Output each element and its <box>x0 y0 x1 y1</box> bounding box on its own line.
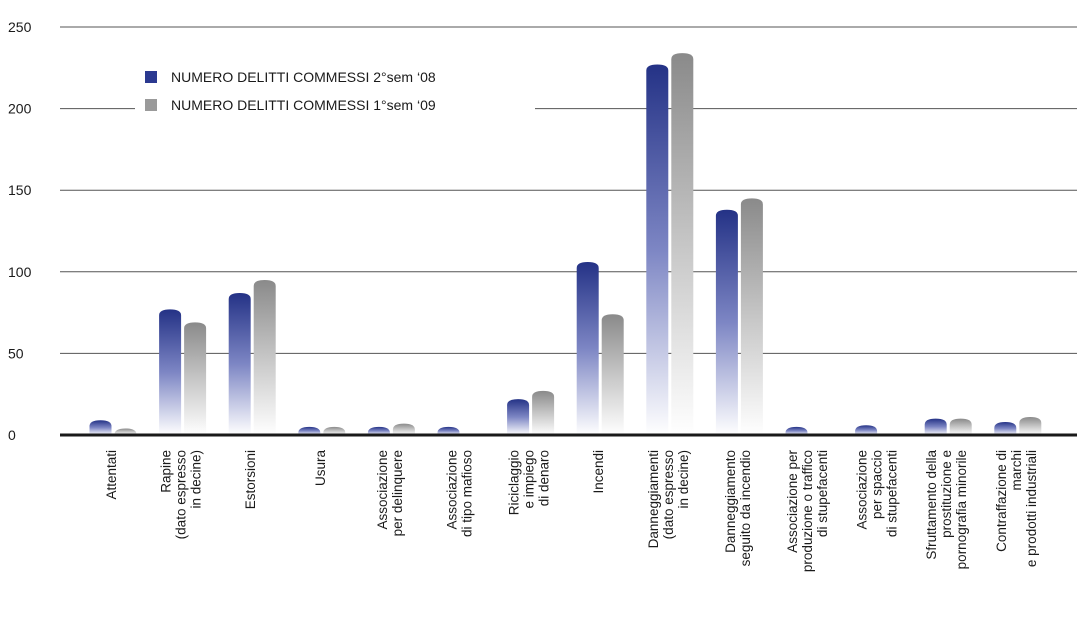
bar-2sem-08 <box>89 420 112 435</box>
x-category-label: pornografia minorile <box>954 450 969 569</box>
y-tick-label: 100 <box>8 264 32 280</box>
x-axis-category-labels: Attentati Rapine (dato espresso in decine) E… <box>104 450 1039 573</box>
x-category-label: seguito da incendio <box>738 450 753 566</box>
bar-2sem-08 <box>785 426 808 435</box>
bar-2sem-08 <box>367 426 390 435</box>
bar-1sem-09 <box>392 423 415 435</box>
bar-1sem-09 <box>601 314 624 435</box>
bars <box>89 53 1042 435</box>
bar-2sem-08 <box>437 426 460 435</box>
x-category-label: Danneggiamento <box>723 450 738 553</box>
bar-1sem-09 <box>740 198 763 435</box>
x-category-label: di denaro <box>537 450 552 506</box>
x-category-label: Rapine <box>159 450 174 493</box>
x-category-label: Contraffazione di <box>994 450 1009 552</box>
y-tick-label: 150 <box>8 182 32 198</box>
x-category-label: prostituzione e <box>939 450 954 538</box>
x-category-label: Associazione per <box>785 450 800 553</box>
x-category-label: Riciclaggio <box>507 450 522 515</box>
x-category-label: Sfruttamento della <box>924 450 939 560</box>
x-category-label: Associazione <box>855 450 870 530</box>
bar-2sem-08 <box>924 418 947 435</box>
bar-2sem-08 <box>576 262 599 435</box>
x-category-label: Attentati <box>104 450 119 500</box>
legend: NUMERO DELITTI COMMESSI 2°sem ‘08 NUMERO … <box>135 63 535 115</box>
bar-1sem-09 <box>949 418 972 435</box>
y-axis-ticks: 0 50 100 150 200 250 <box>8 19 32 443</box>
x-category-label: per delinquere <box>390 450 405 536</box>
x-category-label: e prodotti industriali <box>1024 450 1039 567</box>
y-tick-label: 0 <box>8 427 16 443</box>
x-category-label: Danneggiamenti <box>646 450 661 548</box>
legend-label: NUMERO DELITTI COMMESSI 1°sem ‘09 <box>171 97 436 113</box>
bar-2sem-08 <box>228 293 251 435</box>
legend-swatch <box>145 99 157 111</box>
legend-label: NUMERO DELITTI COMMESSI 2°sem ‘08 <box>171 69 436 85</box>
bar-2sem-08 <box>507 399 530 435</box>
x-category-label: e impiego <box>522 450 537 509</box>
y-tick-label: 50 <box>8 345 24 361</box>
bar-1sem-09 <box>671 53 694 435</box>
x-category-label: marchi <box>1009 450 1024 491</box>
bar-2sem-08 <box>994 421 1017 435</box>
x-category-label: produzione o traffico <box>800 450 815 572</box>
x-category-label: Estorsioni <box>243 450 258 509</box>
bar-2sem-08 <box>298 426 321 435</box>
legend-swatch <box>145 71 157 83</box>
bar-2sem-08 <box>159 309 182 435</box>
bar-1sem-09 <box>114 428 137 435</box>
bar-2sem-08 <box>646 64 669 435</box>
bar-2sem-08 <box>855 425 878 435</box>
x-category-label: per spaccio <box>870 450 885 519</box>
x-category-label: di tipo mafioso <box>460 450 475 537</box>
bar-1sem-09 <box>323 426 346 435</box>
bar-1sem-09 <box>1019 417 1042 435</box>
bar-1sem-09 <box>253 279 276 435</box>
x-category-label: in decine) <box>676 450 691 509</box>
x-category-label: di stupefacenti <box>815 450 830 537</box>
x-category-label: Incendi <box>591 450 606 494</box>
x-category-label: di stupefacenti <box>885 450 900 537</box>
x-category-label: Usura <box>313 450 328 487</box>
bar-1sem-09 <box>532 390 555 435</box>
x-category-label: (dato espresso <box>661 450 676 539</box>
bar-1sem-09 <box>184 322 207 435</box>
y-tick-label: 200 <box>8 101 32 117</box>
x-category-label: Associazione <box>375 450 390 530</box>
x-category-label: in decine) <box>189 450 204 509</box>
y-tick-label: 250 <box>8 19 32 35</box>
bar-2sem-08 <box>715 209 738 435</box>
legend-background <box>135 63 535 115</box>
x-category-label: Associazione <box>445 450 460 530</box>
x-category-label: (dato espresso <box>174 450 189 539</box>
